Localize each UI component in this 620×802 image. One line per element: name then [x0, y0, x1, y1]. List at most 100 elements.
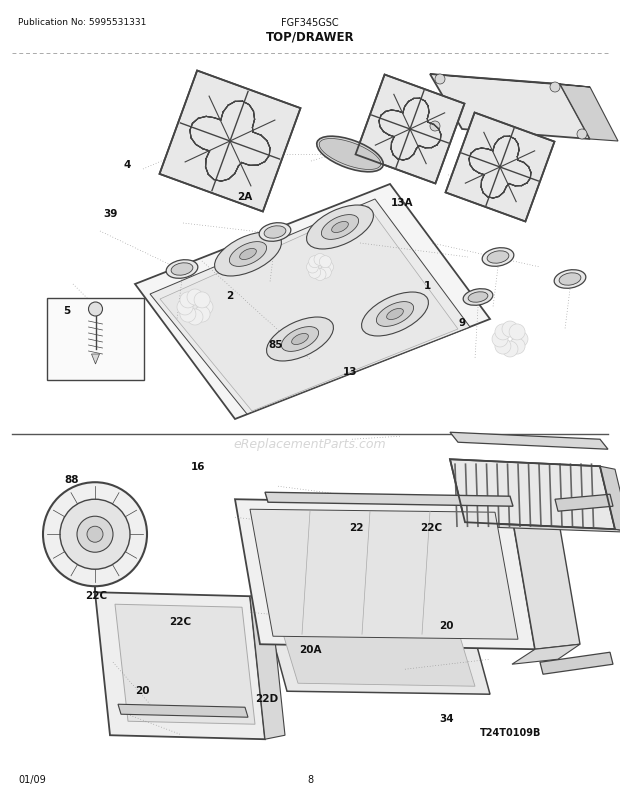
FancyBboxPatch shape: [47, 298, 144, 380]
Ellipse shape: [559, 273, 581, 286]
Polygon shape: [446, 113, 554, 222]
Ellipse shape: [229, 242, 267, 267]
Polygon shape: [275, 607, 475, 687]
Ellipse shape: [463, 290, 493, 306]
Text: TOP/DRAWER: TOP/DRAWER: [266, 30, 354, 43]
Circle shape: [495, 325, 511, 341]
Ellipse shape: [306, 206, 373, 249]
Circle shape: [502, 322, 518, 338]
Polygon shape: [135, 184, 490, 419]
Circle shape: [43, 483, 147, 586]
Ellipse shape: [166, 261, 198, 279]
Polygon shape: [95, 593, 265, 739]
Text: 1: 1: [424, 281, 432, 290]
Ellipse shape: [468, 293, 488, 303]
Text: Publication No: 5995531331: Publication No: 5995531331: [18, 18, 146, 27]
Polygon shape: [262, 599, 490, 695]
Text: 01/09: 01/09: [18, 774, 46, 784]
Text: 2A: 2A: [237, 192, 252, 201]
Circle shape: [309, 257, 321, 269]
Circle shape: [314, 254, 326, 266]
Polygon shape: [555, 495, 613, 512]
Text: 34: 34: [439, 713, 454, 723]
Polygon shape: [118, 704, 248, 717]
Ellipse shape: [554, 270, 586, 289]
Text: FGF345GSC: FGF345GSC: [281, 18, 339, 28]
Text: 88: 88: [64, 475, 79, 484]
Polygon shape: [540, 652, 613, 674]
Ellipse shape: [376, 302, 414, 327]
Polygon shape: [150, 200, 470, 415]
Circle shape: [187, 290, 203, 306]
Circle shape: [322, 261, 334, 273]
Circle shape: [77, 516, 113, 553]
Text: 8: 8: [307, 774, 313, 784]
Circle shape: [319, 267, 331, 279]
Text: 22: 22: [349, 523, 364, 533]
Text: T24T0109B: T24T0109B: [480, 727, 541, 737]
Polygon shape: [250, 593, 285, 739]
Text: 5: 5: [63, 306, 71, 315]
Polygon shape: [510, 500, 580, 650]
Polygon shape: [430, 75, 590, 140]
Polygon shape: [235, 500, 535, 650]
Polygon shape: [450, 460, 615, 529]
Polygon shape: [430, 75, 590, 88]
Text: 9: 9: [458, 318, 466, 327]
Ellipse shape: [259, 224, 291, 242]
Text: 20: 20: [135, 685, 150, 695]
Text: eReplacementParts.com: eReplacementParts.com: [234, 438, 386, 451]
Circle shape: [550, 83, 560, 93]
Circle shape: [194, 293, 210, 309]
Circle shape: [319, 257, 331, 269]
Ellipse shape: [317, 137, 383, 172]
Text: 22C: 22C: [420, 523, 442, 533]
Ellipse shape: [332, 222, 348, 233]
Circle shape: [194, 306, 210, 322]
Circle shape: [314, 269, 326, 282]
Text: 16: 16: [191, 462, 206, 472]
Ellipse shape: [215, 233, 281, 277]
Circle shape: [495, 338, 511, 354]
Ellipse shape: [267, 318, 334, 362]
Circle shape: [180, 306, 196, 322]
Text: 22D: 22D: [255, 693, 278, 703]
Ellipse shape: [319, 140, 381, 170]
Text: 20: 20: [439, 621, 454, 630]
Circle shape: [492, 331, 508, 347]
Polygon shape: [115, 605, 255, 724]
Ellipse shape: [487, 252, 509, 264]
Circle shape: [430, 122, 440, 132]
Circle shape: [177, 300, 193, 316]
Circle shape: [60, 500, 130, 569]
Text: 13A: 13A: [391, 198, 413, 208]
Ellipse shape: [239, 249, 257, 261]
Polygon shape: [450, 433, 608, 450]
Circle shape: [309, 267, 321, 279]
Text: 13: 13: [343, 367, 358, 376]
Ellipse shape: [321, 216, 358, 240]
Circle shape: [197, 300, 213, 316]
Circle shape: [502, 342, 518, 358]
Ellipse shape: [281, 327, 319, 352]
Ellipse shape: [171, 264, 193, 276]
Polygon shape: [160, 207, 458, 411]
Text: 39: 39: [103, 209, 118, 219]
Text: 4: 4: [123, 160, 131, 169]
Polygon shape: [560, 85, 618, 142]
Polygon shape: [450, 523, 620, 533]
Circle shape: [180, 293, 196, 309]
Circle shape: [577, 130, 587, 140]
Polygon shape: [600, 467, 620, 533]
Text: 22C: 22C: [85, 590, 107, 600]
Polygon shape: [159, 71, 301, 213]
Polygon shape: [265, 492, 513, 507]
Ellipse shape: [264, 226, 286, 239]
Circle shape: [87, 527, 103, 542]
Ellipse shape: [89, 302, 102, 317]
Ellipse shape: [482, 249, 514, 267]
Circle shape: [306, 261, 319, 273]
Circle shape: [509, 325, 525, 341]
Circle shape: [512, 331, 528, 347]
Polygon shape: [92, 354, 99, 365]
